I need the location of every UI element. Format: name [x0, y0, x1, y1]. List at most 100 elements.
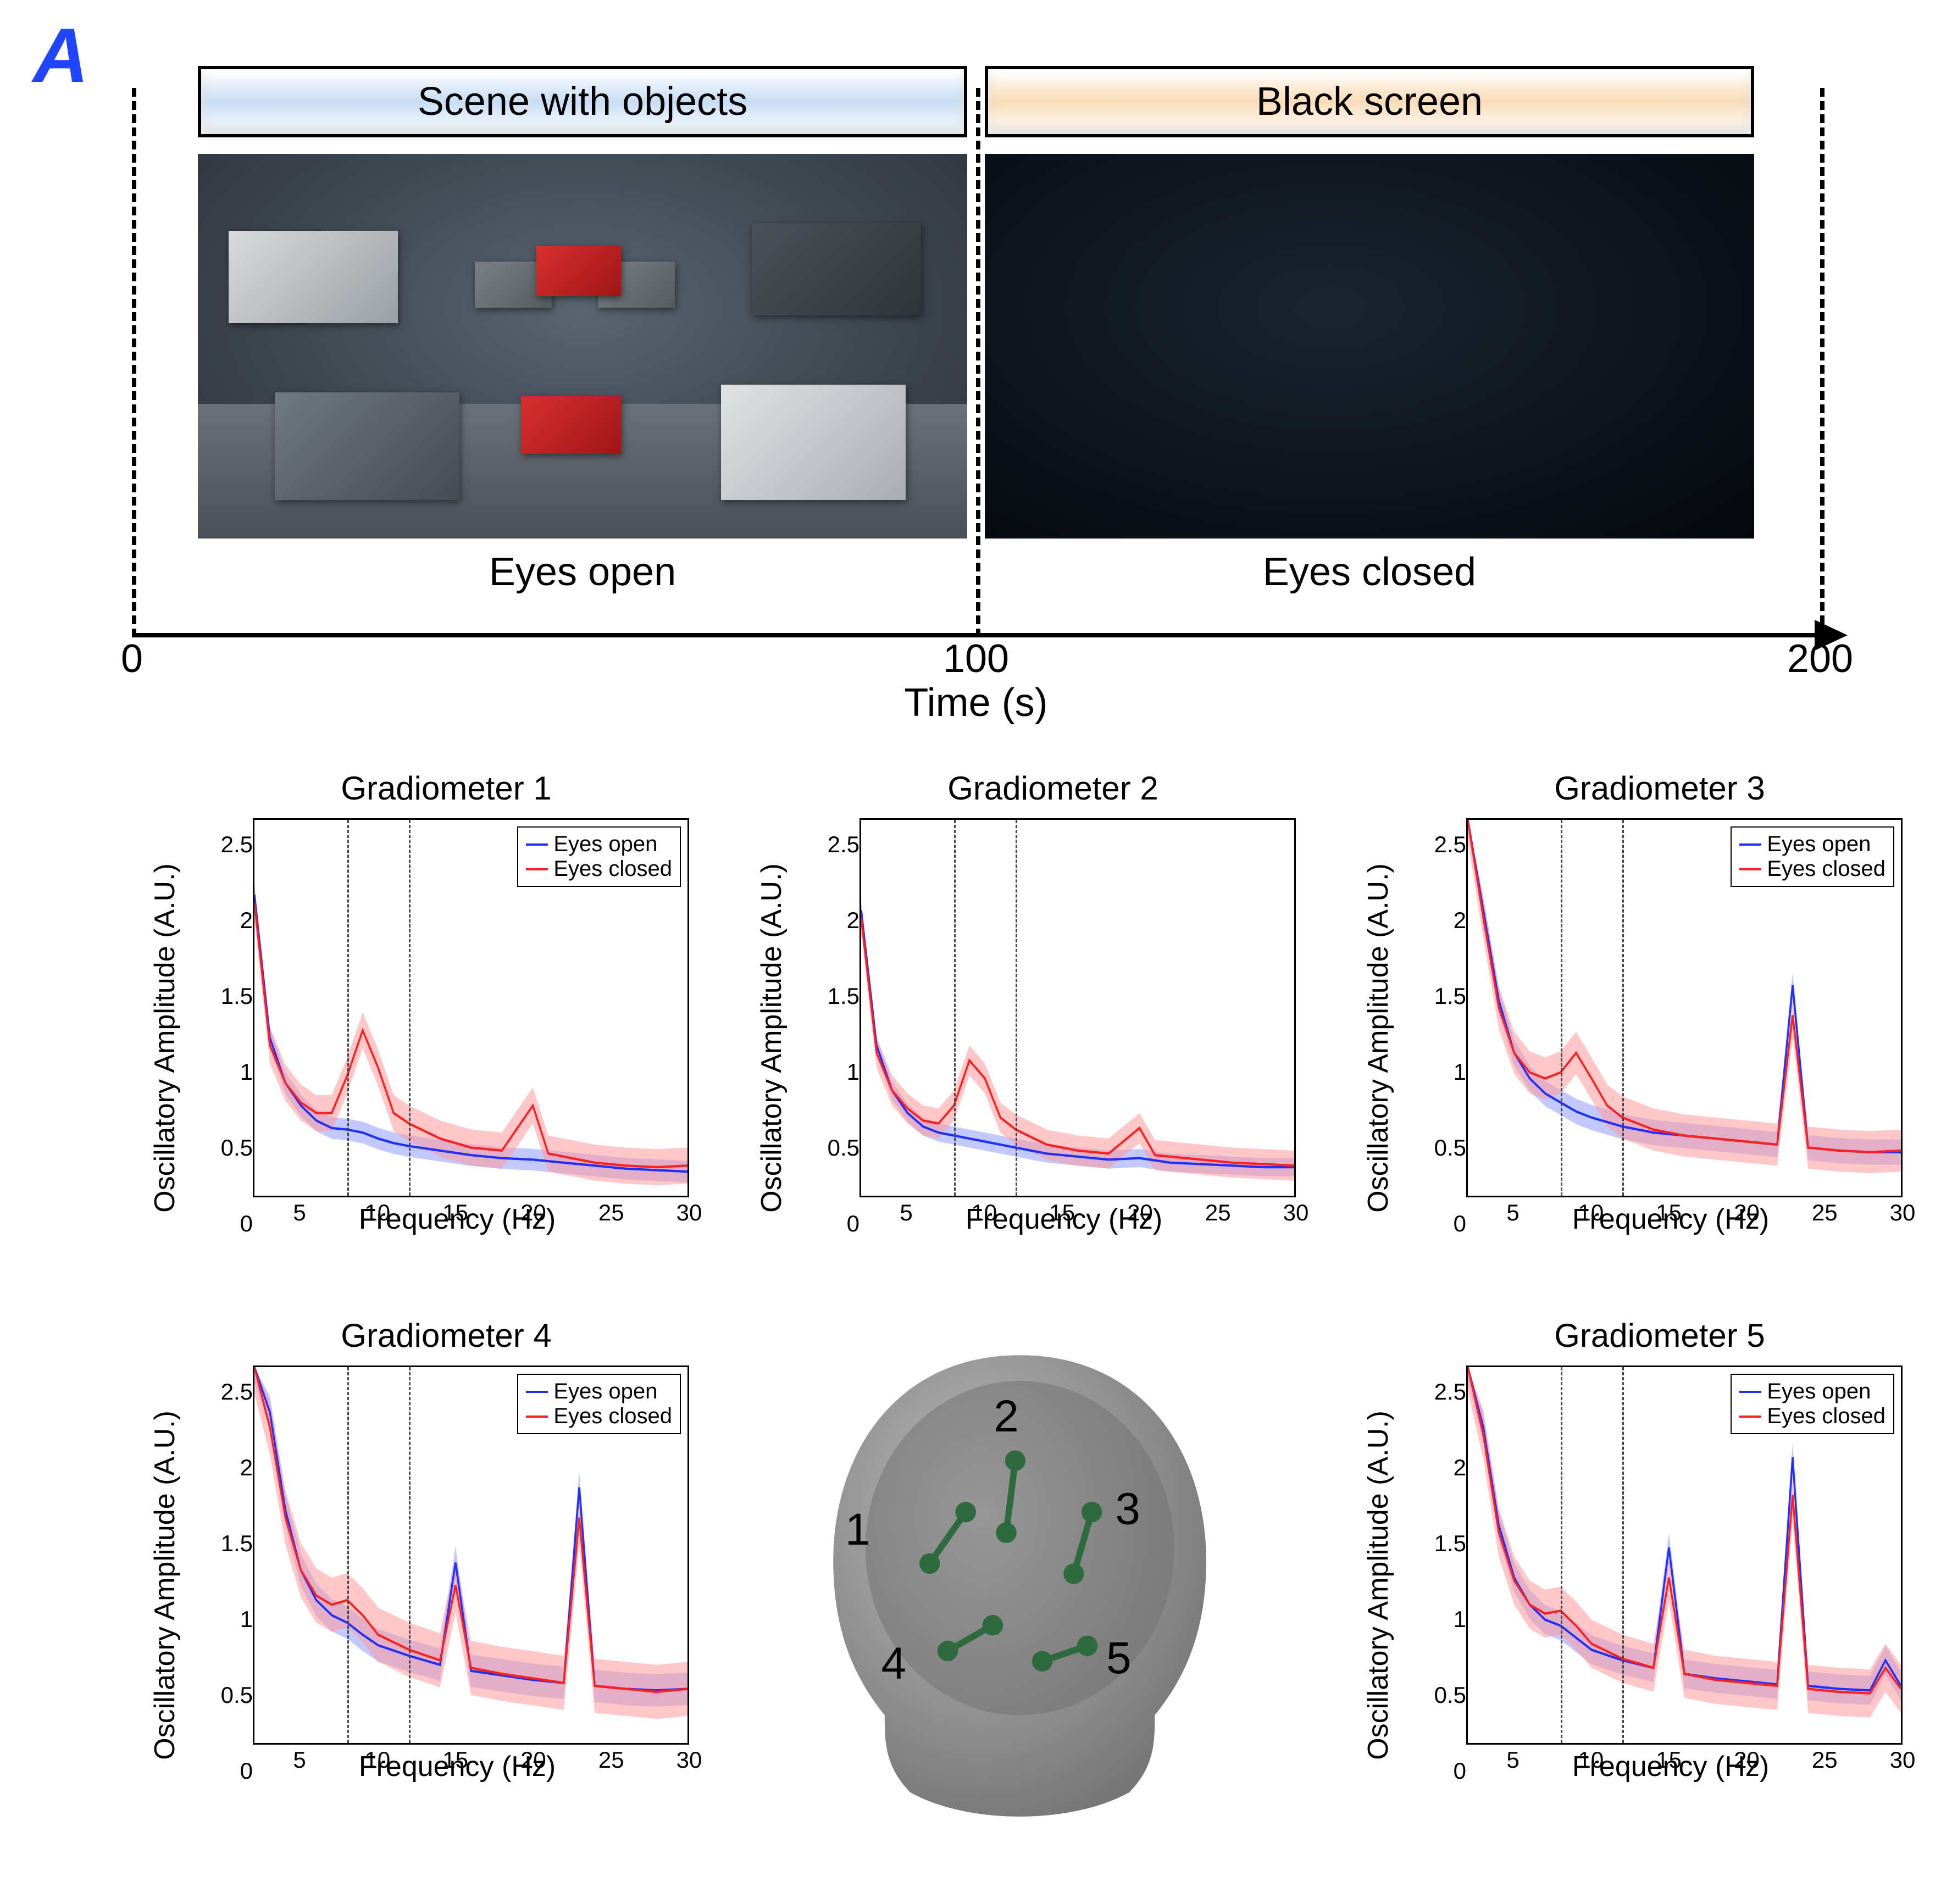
ytick: 1: [240, 1606, 253, 1633]
xtick: 10: [971, 1200, 997, 1226]
ytick: 0.5: [221, 1682, 253, 1708]
xtick: 10: [1578, 1747, 1604, 1773]
time-axis-label: Time (s): [904, 680, 1047, 725]
ytick: 1.5: [828, 983, 859, 1009]
plot-area: Eyes open Eyes closed: [1466, 818, 1903, 1197]
xtick: 15: [1656, 1747, 1682, 1773]
xtick: 15: [442, 1200, 468, 1226]
time-tick-label: 0: [121, 636, 143, 681]
alpha-band-end: [409, 1367, 411, 1743]
panel-a-label: A: [33, 11, 88, 100]
ytick: 1.5: [221, 983, 253, 1009]
ytick: 2: [240, 907, 253, 934]
black-image: [985, 154, 1754, 539]
ytick: 0: [240, 1758, 253, 1784]
alpha-band-end: [1016, 820, 1017, 1196]
xtick: 25: [598, 1747, 624, 1773]
chart-ylabel: Oscillatory Amplitude (A.U.): [148, 1411, 181, 1760]
chart-legend: Eyes open Eyes closed: [517, 1374, 681, 1434]
chart-title: Gradiometer 4: [198, 1317, 695, 1355]
xtick: 30: [1890, 1747, 1916, 1773]
condition-scene: Scene with objects Eyes open: [198, 66, 967, 595]
xtick: 15: [1049, 1200, 1075, 1226]
ytick: 1: [847, 1059, 859, 1085]
xtick: 10: [364, 1200, 390, 1226]
panel-a: A Scene with objects Eyes: [22, 22, 1930, 725]
chart-title: Gradiometer 5: [1411, 1317, 1908, 1355]
legend-closed: Eyes closed: [553, 857, 672, 881]
xtick: 20: [1734, 1200, 1760, 1226]
ytick: 0.5: [1434, 1682, 1466, 1708]
xtick: 20: [1734, 1747, 1760, 1773]
svg-text:5: 5: [1106, 1633, 1132, 1683]
figure: A Scene with objects Eyes: [22, 22, 1930, 1831]
chart-ylabel: Oscillatory Amplitude (A.U.): [755, 863, 788, 1213]
time-tickmark: [132, 88, 136, 637]
ytick: 0.5: [828, 1135, 859, 1161]
xtick: 30: [1890, 1200, 1916, 1226]
xtick: 15: [442, 1747, 468, 1773]
plot-area: Eyes open Eyes closed: [253, 818, 689, 1197]
ytick: 2.5: [1434, 831, 1466, 858]
ytick: 2.5: [1434, 1379, 1466, 1405]
xtick: 30: [676, 1747, 702, 1773]
time-tick-label: 200: [1787, 636, 1853, 681]
chart-ylabel: Oscillatory Amplitude (A.U.): [148, 863, 181, 1213]
chart-legend: Eyes open Eyes closed: [517, 826, 681, 887]
ytick: 0.5: [1434, 1135, 1466, 1161]
alpha-band-start: [1561, 1367, 1562, 1743]
ytick: 2: [240, 1455, 253, 1481]
alpha-band-start: [347, 820, 349, 1196]
ytick: 0: [240, 1211, 253, 1237]
legend-open: Eyes open: [553, 1379, 657, 1404]
chart-title: Gradiometer 2: [805, 769, 1301, 807]
svg-text:3: 3: [1116, 1484, 1141, 1534]
ytick: 1: [1454, 1606, 1466, 1633]
chart-3: Gradiometer 3 ×10⁻⁹ Oscillatory Amplitud…: [1345, 769, 1908, 1284]
xtick: 30: [1283, 1200, 1309, 1226]
ytick: 0: [1454, 1758, 1466, 1784]
xtick: 5: [293, 1200, 306, 1226]
ytick: 2.5: [828, 831, 859, 858]
plot-area: Eyes open Eyes closed: [253, 1365, 689, 1745]
black-caption: Eyes closed: [985, 549, 1754, 595]
xtick: 30: [676, 1200, 702, 1226]
legend-closed: Eyes closed: [553, 1404, 672, 1429]
ytick: 0: [1454, 1211, 1466, 1237]
xtick: 15: [1656, 1200, 1682, 1226]
plot-area: Eyes open Eyes closed: [1466, 1365, 1903, 1745]
scene-header: Scene with objects: [198, 66, 967, 137]
chart-5: Gradiometer 5 ×10⁻⁹ Oscillatory Amplitud…: [1345, 1317, 1908, 1831]
ytick: 2.5: [221, 1379, 253, 1405]
ytick: 2: [847, 907, 859, 934]
ytick: 1.5: [1434, 1530, 1466, 1557]
head-diagram: 12345: [739, 1317, 1301, 1831]
xtick: 25: [598, 1200, 624, 1226]
ytick: 2.5: [221, 831, 253, 858]
xtick: 25: [1812, 1747, 1838, 1773]
xtick: 25: [1205, 1200, 1231, 1226]
alpha-band-start: [1561, 820, 1562, 1196]
panel-b: B Gradiometer 1 ×10⁻⁹ Oscillatory Amplit…: [22, 769, 1930, 1831]
chart-legend: Eyes open Eyes closed: [1731, 826, 1894, 887]
xtick: 5: [1506, 1747, 1519, 1773]
condition-black: Black screen Eyes closed: [985, 66, 1754, 595]
ytick: 1.5: [221, 1530, 253, 1557]
scene-image: [198, 154, 967, 539]
legend-open: Eyes open: [1767, 1379, 1871, 1404]
xtick: 10: [364, 1747, 390, 1773]
xtick: 10: [1578, 1200, 1604, 1226]
xtick: 20: [520, 1747, 546, 1773]
legend-open: Eyes open: [553, 832, 657, 857]
chart-title: Gradiometer 3: [1411, 769, 1908, 807]
ytick: 0: [847, 1211, 859, 1237]
chart-ylabel: Oscillatory Amplitude (A.U.): [1362, 863, 1395, 1213]
chart-legend: Eyes open Eyes closed: [1731, 1374, 1894, 1434]
time-tickmark: [976, 88, 980, 637]
time-tickmark: [1820, 88, 1825, 637]
xtick: 20: [1127, 1200, 1153, 1226]
xtick: 25: [1812, 1200, 1838, 1226]
legend-open: Eyes open: [1767, 832, 1871, 857]
ytick: 2: [1454, 1455, 1466, 1481]
svg-text:1: 1: [845, 1505, 870, 1555]
